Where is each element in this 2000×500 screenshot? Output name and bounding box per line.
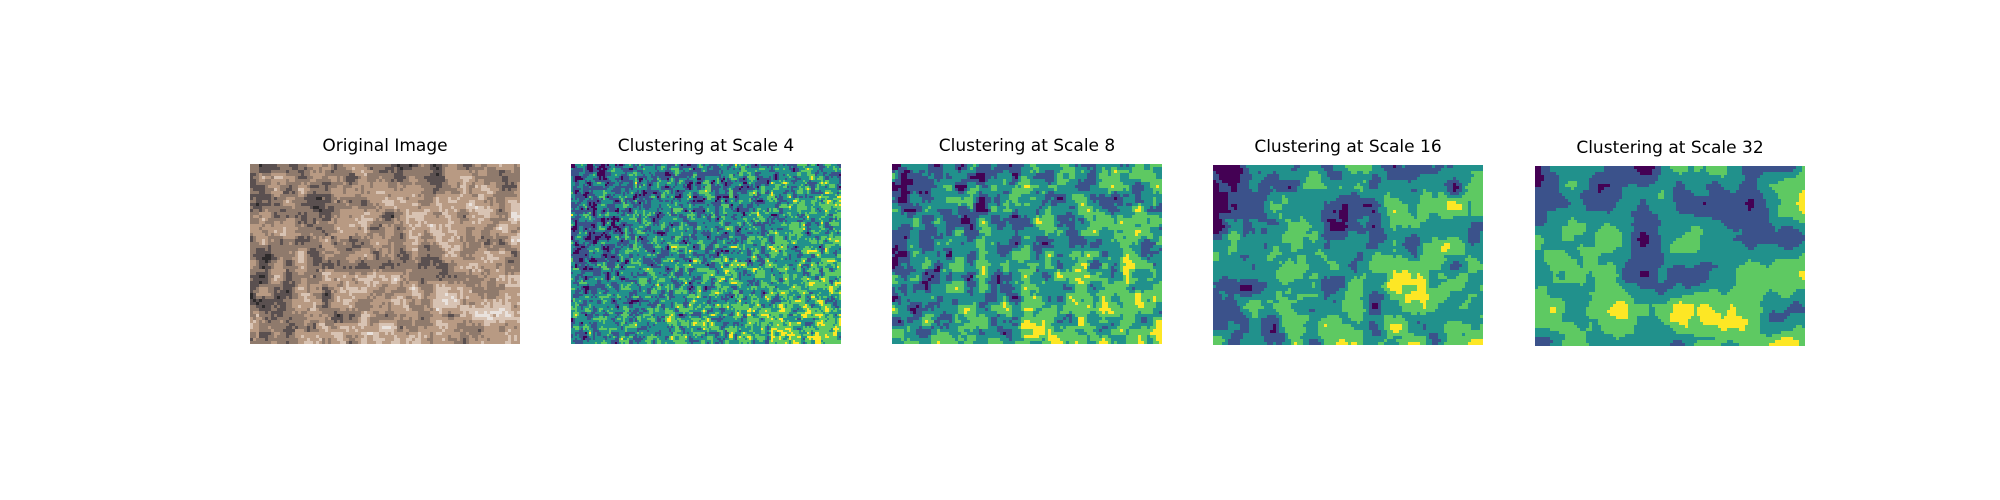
panel-scale-32: Clustering at Scale 32 [1535, 138, 1805, 348]
panel-title: Original Image [322, 136, 448, 156]
cluster-map-scale-4 [571, 164, 841, 344]
cluster-map-scale-16 [1213, 165, 1483, 345]
cluster-map-scale-32 [1535, 166, 1805, 346]
panel-scale-16: Clustering at Scale 16 [1213, 137, 1483, 347]
cluster-regions [571, 164, 841, 344]
original-photo [250, 164, 520, 344]
cluster-regions [1213, 165, 1483, 345]
panel-scale-8: Clustering at Scale 8 [892, 136, 1162, 346]
panel-title: Clustering at Scale 8 [938, 136, 1116, 156]
cluster-regions [1535, 166, 1805, 346]
panel-title: Clustering at Scale 16 [1254, 137, 1442, 157]
panel-original: Original Image [250, 136, 520, 346]
panel-scale-4: Clustering at Scale 4 [571, 136, 841, 346]
panel-title: Clustering at Scale 4 [617, 136, 795, 156]
panel-title: Clustering at Scale 32 [1576, 138, 1764, 158]
photo-texture [250, 164, 520, 344]
cluster-regions [892, 164, 1162, 344]
cluster-map-scale-8 [892, 164, 1162, 344]
